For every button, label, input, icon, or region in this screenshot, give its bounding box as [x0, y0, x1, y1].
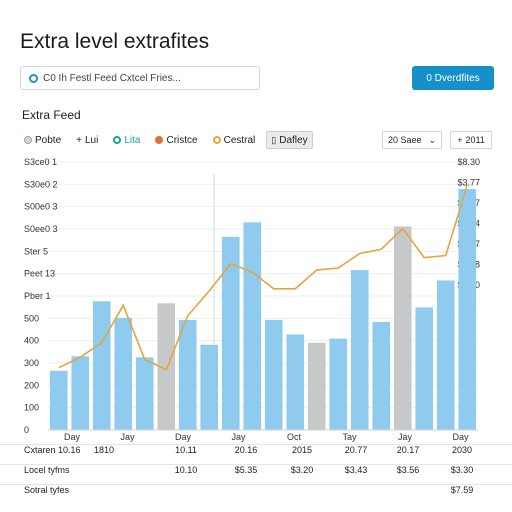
- y-right-tick-label: $8.30: [457, 157, 480, 167]
- period-select-value: 20 Saee: [388, 135, 422, 145]
- circle-teal-icon: [113, 136, 122, 144]
- x-tick-label: Oct: [287, 432, 302, 442]
- legend-item-dafley[interactable]: ▯ Dafley: [266, 131, 313, 149]
- bar: [458, 189, 477, 430]
- section-subtitle: Extra Feed: [22, 108, 81, 122]
- x-tick-label: Day: [64, 432, 81, 442]
- legend-label: Dafley: [279, 134, 308, 146]
- y-tick-label: S0ee0 3: [24, 224, 58, 234]
- search-icon: [29, 73, 38, 83]
- table-row: Locel tyfms 10.10 $5.35 $3.20 $3.43 $3.56 $3.…: [0, 464, 512, 479]
- bar: [114, 317, 133, 430]
- legend-item-cristce[interactable]: Cristce: [151, 131, 201, 149]
- y-tick-label: 0: [24, 425, 29, 435]
- search-input[interactable]: C0 Ih Festl Feed Cxtcel Fries...: [43, 72, 181, 84]
- bar: [135, 357, 154, 430]
- legend-label: Cristce: [166, 134, 198, 146]
- bar: [307, 342, 326, 430]
- bar: [49, 370, 68, 430]
- bar: [393, 226, 412, 430]
- x-tick-label: Day: [452, 432, 469, 442]
- plus-icon: +: [457, 135, 463, 145]
- row-label: Locel tyfms: [24, 465, 70, 475]
- x-tick-label: Jay: [120, 432, 135, 442]
- table-cell: $3.20: [290, 465, 314, 475]
- legend: Pobte + Lui Lita Cristce Cestral ▯ Dafle…: [20, 131, 313, 149]
- bar: [178, 319, 197, 430]
- legend-label: Lita: [124, 134, 141, 146]
- series-line: [58, 184, 469, 371]
- row-label: Cxtaren 10.16: [24, 445, 81, 455]
- table-cell: 10.10: [174, 465, 198, 475]
- plus-icon: +: [76, 134, 82, 146]
- bar: [329, 338, 348, 430]
- y-tick-label: 400: [24, 336, 39, 346]
- legend-item-lita[interactable]: Lita: [109, 131, 144, 149]
- table-cell: $7.59: [450, 485, 474, 495]
- table-cell: 20.16: [234, 445, 258, 455]
- table-cell: 1810: [93, 445, 115, 455]
- y-tick-label: S00e0 3: [24, 202, 58, 212]
- y-tick-label: S30e0 2: [24, 179, 58, 189]
- bar: [243, 222, 262, 430]
- table-cell: 20.17: [396, 445, 420, 455]
- circle-orange-icon: [155, 136, 164, 144]
- x-tick-label: Jay: [398, 432, 413, 442]
- table-cell: 10.11: [175, 445, 197, 455]
- legend-item-pobte[interactable]: Pobte: [20, 131, 65, 149]
- table-cell: 2015: [291, 445, 313, 455]
- y-tick-label: 300: [24, 358, 39, 368]
- search-field[interactable]: C0 Ih Festl Feed Cxtcel Fries...: [20, 66, 260, 90]
- bar: [415, 307, 434, 430]
- y-tick-label: Peet 13: [24, 269, 55, 279]
- period-select[interactable]: 20 Saee ⌄: [382, 131, 442, 149]
- bar: [286, 334, 305, 430]
- y-right-tick-label: $3.77: [457, 178, 480, 188]
- table-cell: $3.30: [450, 465, 474, 475]
- bar: [436, 280, 455, 430]
- bar: [350, 270, 369, 430]
- x-tick-label: Jay: [231, 432, 246, 442]
- table-cell: $3.43: [344, 465, 368, 475]
- y-tick-label: Ster 5: [24, 246, 48, 256]
- row-label: Sotral tyfes: [24, 485, 70, 495]
- table-row: Cxtaren 10.16 1810 10.11 20.16 2015 20.77 20.…: [0, 444, 512, 459]
- bar: [71, 356, 90, 430]
- bar: [264, 319, 283, 430]
- legend-label: Lui: [84, 134, 99, 146]
- bar: [157, 303, 176, 430]
- y-tick-label: Pber 1: [24, 291, 51, 301]
- legend-label: Cestral: [223, 134, 256, 146]
- legend-item-cestral[interactable]: Cestral: [209, 131, 260, 149]
- x-tick-label: Day: [175, 432, 192, 442]
- chevron-down-icon: ⌄: [428, 134, 436, 145]
- bar-line-chart: S3ce0 1 S30e0 2 S00e0 3 S0ee0 3 Ster 5 Peet 1…: [24, 157, 480, 442]
- bar: [372, 322, 391, 430]
- bar: [200, 344, 219, 430]
- table-cell: $5.35: [234, 465, 258, 475]
- year-range-value: 2011: [465, 135, 485, 145]
- y-tick-label: 200: [24, 380, 39, 390]
- table-cell: 20.77: [344, 445, 368, 455]
- table-cell: 2030: [451, 445, 473, 455]
- y-tick-label: S3ce0 1: [24, 157, 57, 167]
- download-button[interactable]: 0 Dverdfites: [412, 66, 494, 90]
- table-row: Sotral tyfes $7.59: [0, 484, 512, 499]
- mouse-icon: ▯: [271, 134, 277, 145]
- legend-label: Pobte: [35, 134, 62, 146]
- circle-gray-icon: [24, 136, 32, 144]
- page-title: Extra level extrafites: [20, 30, 210, 53]
- bar: [221, 236, 240, 430]
- bar: [92, 301, 111, 430]
- x-tick-label: Tay: [342, 432, 357, 442]
- year-range[interactable]: + 2011: [450, 131, 492, 149]
- circle-gold-icon: [212, 136, 221, 144]
- legend-item-lui[interactable]: + Lui: [72, 131, 102, 149]
- y-tick-label: 100: [24, 403, 39, 413]
- table-cell: $3.56: [396, 465, 420, 475]
- y-tick-label: 500: [24, 313, 39, 323]
